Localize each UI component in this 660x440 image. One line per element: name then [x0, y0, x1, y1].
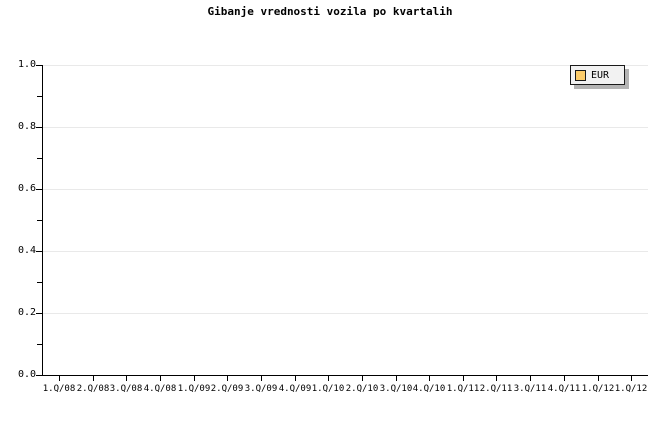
x-axis-tick-label: 1.Q/08: [42, 384, 76, 394]
y-axis-tick-label: 0.4: [17, 245, 36, 256]
x-axis-tick: [93, 376, 94, 381]
x-axis-tick-label: 1.Q/09: [177, 384, 211, 394]
x-axis-tick: [227, 376, 228, 381]
y-axis-tick-label: 1.0: [17, 59, 36, 70]
gridline-y: [43, 127, 648, 128]
x-axis-tick: [598, 376, 599, 381]
x-axis-tick: [396, 376, 397, 381]
x-axis-tick: [295, 376, 296, 381]
x-axis-tick-label: 3.Q/08: [109, 384, 143, 394]
y-axis-tick-label: 0.8: [17, 121, 36, 132]
legend-label-eur: EUR: [591, 69, 610, 81]
x-axis-tick: [59, 376, 60, 381]
y-axis-tick-major: [36, 375, 42, 376]
chart-legend[interactable]: EUR: [570, 65, 625, 85]
y-axis-tick-minor: [37, 158, 42, 159]
x-axis-tick: [530, 376, 531, 381]
x-axis-line: [42, 375, 648, 376]
y-axis-tick-label: 0.6: [17, 183, 36, 194]
x-axis-tick-label: 2.Q/09: [210, 384, 244, 394]
x-axis-tick: [362, 376, 363, 381]
y-axis-tick-label: 0.2: [17, 307, 36, 318]
y-axis-tick-major: [36, 127, 42, 128]
y-axis-tick-minor: [37, 96, 42, 97]
y-axis-tick-label: 0.0: [17, 369, 36, 380]
y-axis-tick-major: [36, 65, 42, 66]
x-axis-tick-label: 1.Q/12: [581, 384, 615, 394]
x-axis-tick-label: 2.Q/10: [345, 384, 379, 394]
x-axis-tick-label: 4.Q/11: [547, 384, 581, 394]
chart-title: Gibanje vrednosti vozila po kvartalih: [207, 5, 453, 18]
x-axis-tick-label: 1.Q/12: [614, 384, 648, 394]
x-axis-tick-label: 3.Q/11: [513, 384, 547, 394]
x-axis-tick-label: 1.Q/10: [311, 384, 345, 394]
x-axis-tick-label: 4.Q/08: [143, 384, 177, 394]
y-axis-tick-major: [36, 313, 42, 314]
y-axis-tick-major: [36, 251, 42, 252]
x-axis-tick-label: 4.Q/10: [412, 384, 446, 394]
x-axis-tick: [429, 376, 430, 381]
plot-area: [42, 65, 648, 375]
x-axis-tick: [194, 376, 195, 381]
x-axis-tick-label: 1.Q/11: [446, 384, 480, 394]
x-axis-tick-label: 4.Q/09: [278, 384, 312, 394]
x-axis-tick: [496, 376, 497, 381]
x-axis-tick: [631, 376, 632, 381]
gridline-y: [43, 189, 648, 190]
y-axis-tick-labels: 0.0 0.2 0.4 0.6 0.8 1.0: [0, 0, 36, 440]
x-axis-tick-label: 3.Q/10: [379, 384, 413, 394]
y-axis-tick-minor: [37, 344, 42, 345]
gridline-y: [43, 251, 648, 252]
x-axis-tick: [126, 376, 127, 381]
y-axis-tick-major: [36, 189, 42, 190]
x-axis-tick: [328, 376, 329, 381]
x-axis-tick: [160, 376, 161, 381]
x-axis-tick-label: 2.Q/11: [479, 384, 513, 394]
legend-swatch-eur-icon: [575, 69, 586, 81]
x-axis-tick-label: 2.Q/08: [76, 384, 110, 394]
y-axis-line: [42, 65, 43, 376]
y-axis-tick-minor: [37, 220, 42, 221]
x-axis-tick-label: 3.Q/09: [244, 384, 278, 394]
gridline-y: [43, 313, 648, 314]
y-axis-tick-minor: [37, 282, 42, 283]
x-axis-tick: [463, 376, 464, 381]
x-axis-tick: [261, 376, 262, 381]
x-axis-tick: [564, 376, 565, 381]
gridline-y: [43, 65, 648, 66]
